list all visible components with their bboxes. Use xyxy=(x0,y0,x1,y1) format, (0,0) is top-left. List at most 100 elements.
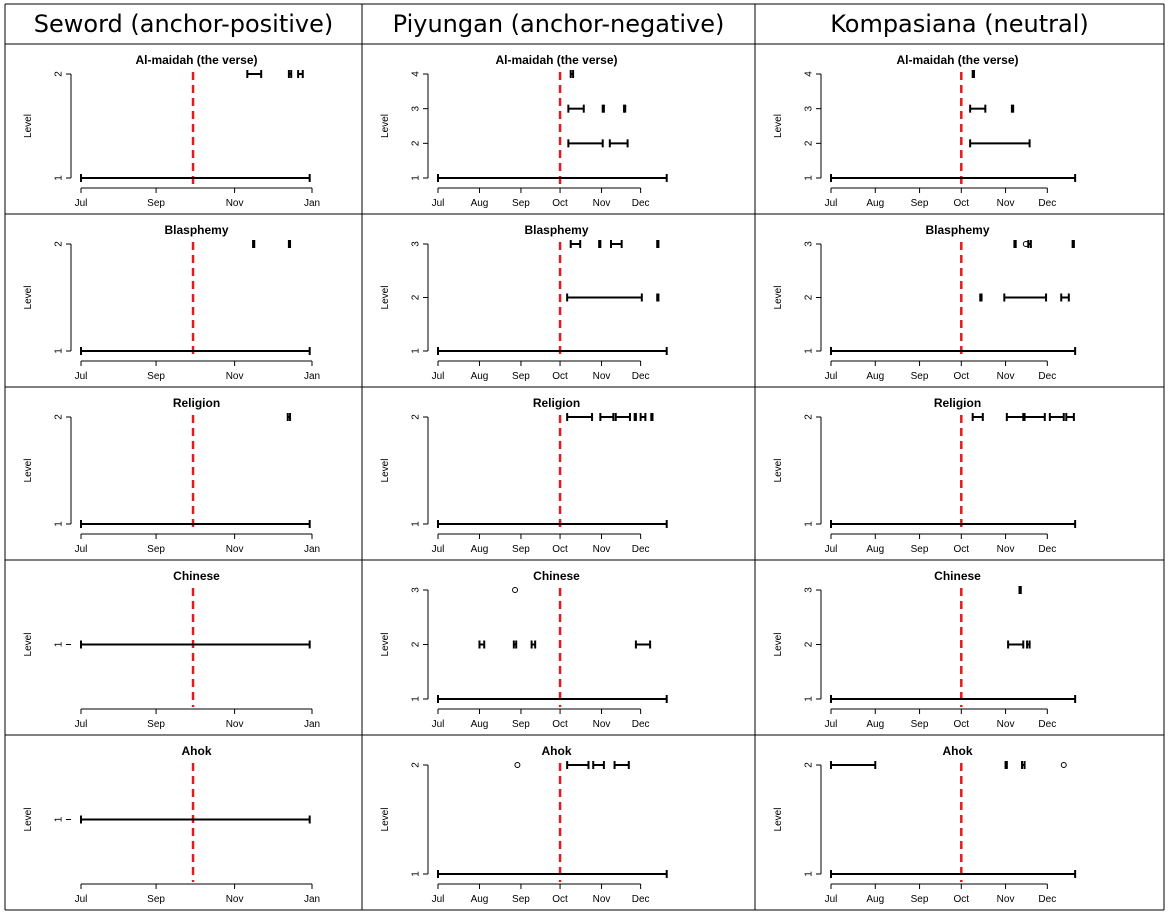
y-axis-label: Level xyxy=(773,286,784,310)
interval-bar xyxy=(969,139,1031,148)
interval-bar xyxy=(830,870,1077,878)
chart-title: Ahok xyxy=(542,744,572,758)
y-tick-label: 1 xyxy=(54,816,65,822)
x-tick-label: Nov xyxy=(226,544,244,555)
chart-title: Ahok xyxy=(943,744,973,758)
interval-bar xyxy=(830,520,1077,528)
y-tick-label: 1 xyxy=(411,871,422,877)
x-tick-label: Sep xyxy=(147,544,165,555)
interval-bar xyxy=(623,104,627,113)
column-header-kompasiana: Kompasiana (neutral) xyxy=(830,10,1089,38)
y-axis-label: Level xyxy=(23,808,34,832)
x-tick-label: Nov xyxy=(997,371,1015,382)
x-tick-label: Jul xyxy=(432,894,445,905)
interval-bar xyxy=(601,104,605,113)
interval-bar xyxy=(1010,104,1015,113)
x-tick-label: Nov xyxy=(997,719,1015,730)
x-tick-label: Jan xyxy=(304,371,320,382)
y-axis-label: Level xyxy=(773,633,784,657)
y-tick-label: 1 xyxy=(411,521,422,527)
x-tick-label: Sep xyxy=(512,544,530,555)
y-tick-label: 3 xyxy=(411,241,422,247)
y-tick-label: 4 xyxy=(411,71,422,77)
y-tick-label: 2 xyxy=(411,641,422,647)
x-tick-label: Sep xyxy=(911,198,929,209)
column-header-seword: Seword (anchor-positive) xyxy=(33,10,334,38)
interval-bar xyxy=(1023,413,1046,421)
y-tick-label: 3 xyxy=(411,587,422,593)
timeline-chart: Chinese 1 2 3 Level Jul Aug Sep Oct Nov Dec xyxy=(773,569,1077,730)
chart-panel: Religion 1 2 Level Jul Aug Sep Oct Nov Dec xyxy=(755,387,1164,560)
interval-bar xyxy=(437,520,668,528)
y-tick-label: 1 xyxy=(54,641,65,647)
x-tick-label: Jul xyxy=(75,544,88,555)
x-tick-label: Oct xyxy=(954,719,970,730)
x-tick-label: Nov xyxy=(593,371,611,382)
x-tick-label: Jul xyxy=(825,198,838,209)
interval-bar xyxy=(246,70,263,78)
y-tick-label: 1 xyxy=(411,696,422,702)
x-tick-label: Oct xyxy=(552,894,568,905)
chart-panel: Blasphemy 1 2 3 Level Jul Aug Sep Oct Nov Dec xyxy=(362,214,755,387)
interval-bar xyxy=(656,240,660,248)
x-tick-label: Nov xyxy=(226,719,244,730)
x-tick-label: Jan xyxy=(304,894,320,905)
timeline-chart: Religion 1 2 Level Jul Aug Sep Oct Nov Dec xyxy=(773,396,1077,555)
chart-title: Chinese xyxy=(934,569,981,583)
x-tick-label: Sep xyxy=(512,719,530,730)
y-tick-label: 2 xyxy=(54,241,65,247)
y-tick-label: 1 xyxy=(804,871,815,877)
x-tick-label: Sep xyxy=(911,544,929,555)
interval-bar xyxy=(569,240,582,248)
x-tick-label: Jul xyxy=(75,719,88,730)
chart-panel: Chinese 1 2 3 Level Jul Aug Sep Oct Nov Dec xyxy=(755,560,1164,735)
interval-bar xyxy=(567,139,604,148)
x-tick-label: Sep xyxy=(512,894,530,905)
interval-bar xyxy=(1013,240,1017,248)
chart-title: Chinese xyxy=(533,569,580,583)
column-header-piyungan: Piyungan (anchor-negative) xyxy=(392,10,725,38)
y-tick-label: 1 xyxy=(54,521,65,527)
y-tick-label: 1 xyxy=(804,696,815,702)
data-point xyxy=(1060,762,1067,768)
interval-bar xyxy=(287,240,292,248)
interval-bar xyxy=(613,761,630,769)
chart-panel: Al-maidah (the verse) 1 2 Level Jul Sep Nov Jan xyxy=(5,44,362,214)
interval-bar xyxy=(1003,293,1048,302)
chart-title: Blasphemy xyxy=(524,223,588,237)
chart-panel: Blasphemy 1 2 Level Jul Sep Nov Jan xyxy=(5,214,362,387)
interval-bar xyxy=(1071,240,1075,248)
x-tick-label: Nov xyxy=(226,371,244,382)
interval-bar xyxy=(1048,413,1065,421)
x-tick-label: Jul xyxy=(432,371,445,382)
interval-bar xyxy=(80,174,311,182)
chart-panel: Religion 1 2 Level Jul Aug Sep Oct Nov Dec xyxy=(362,387,755,560)
interval-bar xyxy=(530,640,537,649)
x-tick-label: Aug xyxy=(866,198,884,209)
y-axis-label: Level xyxy=(23,459,34,483)
interval-bar xyxy=(656,293,660,302)
x-tick-label: Aug xyxy=(866,544,884,555)
chart-title: Blasphemy xyxy=(164,223,228,237)
x-tick-label: Oct xyxy=(954,544,970,555)
y-axis-label: Level xyxy=(23,633,34,657)
x-tick-label: Jul xyxy=(432,544,445,555)
interval-bar xyxy=(608,139,629,148)
chart-title: Religion xyxy=(533,396,580,410)
chart-panel: Al-maidah (the verse) 1 2 3 4 Level Jul Aug Sep O… xyxy=(755,44,1164,214)
chart-title: Religion xyxy=(934,396,981,410)
interval-bar xyxy=(437,870,668,878)
timeline-chart: Ahok 1 2 Level Jul Aug Sep Oct Nov Dec xyxy=(380,744,668,905)
interval-bar xyxy=(971,413,984,421)
x-tick-label: Dec xyxy=(632,894,650,905)
x-tick-label: Jul xyxy=(825,894,838,905)
interval-bar xyxy=(80,640,311,649)
chart-panel: Religion 1 2 Level Jul Sep Nov Jan xyxy=(5,387,362,560)
y-tick-label: 2 xyxy=(804,140,815,146)
x-tick-label: Oct xyxy=(954,198,970,209)
y-axis-label: Level xyxy=(773,114,784,138)
y-tick-label: 1 xyxy=(54,348,65,354)
timeline-chart: Ahok 1 2 Level Jul Aug Sep Oct Nov Dec xyxy=(773,744,1077,905)
x-tick-label: Dec xyxy=(1038,894,1056,905)
